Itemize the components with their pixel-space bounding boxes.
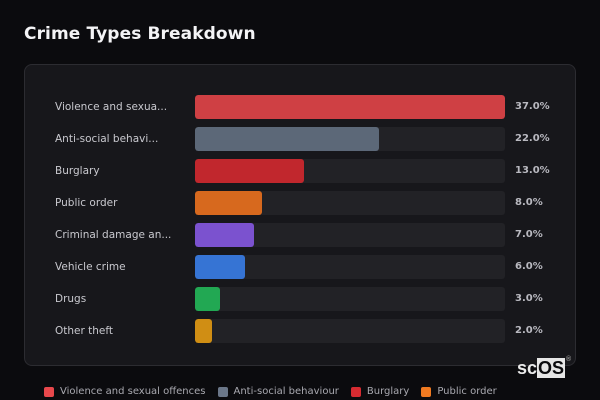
chart-legend: Violence and sexual offences Anti-social … [44,386,497,397]
legend-swatch-icon [217,386,228,397]
bar-label: Other theft [55,325,114,337]
bar-value: 37.0% [515,101,550,112]
bar-fill[interactable] [195,127,379,151]
bar-track [195,223,505,247]
legend-label: Violence and sexual offences [60,386,206,397]
legend-swatch-icon [421,386,432,397]
bar-value: 22.0% [515,133,550,144]
bar-row: Public order 8.0% [25,191,575,215]
bar-row: Other theft 2.0% [25,319,575,343]
chart-title: Crime Types Breakdown [24,24,256,44]
bar-label: Vehicle crime [55,261,126,273]
bar-value: 7.0% [515,229,543,240]
legend-swatch-icon [44,386,54,397]
chart-panel: Violence and sexua... 37.0% Anti-social be… [24,64,576,366]
bar-fill[interactable] [195,159,304,183]
bar-label: Violence and sexua... [55,101,168,113]
bar-fill[interactable] [195,191,262,215]
legend-label: Public order [437,386,497,397]
bar-track [195,127,505,151]
bar-label: Burglary [55,165,100,177]
bar-value: 13.0% [515,165,550,176]
bar-label: Public order [55,197,118,209]
bar-row: Criminal damage an... 7.0% [25,223,575,247]
bar-row: Anti-social behavi... 22.0% [25,127,575,151]
bar-track [195,287,505,311]
bar-label: Drugs [55,293,87,305]
legend-item[interactable]: Burglary [350,386,410,397]
legend-label: Anti-social behaviour [233,386,339,397]
scos-logo: sc OS ® [517,356,572,378]
bar-label: Criminal damage an... [55,229,172,241]
legend-item[interactable]: Anti-social behaviour [217,386,339,397]
legend-item[interactable]: Public order [421,386,497,397]
bar-row: Burglary 13.0% [25,159,575,183]
bar-fill[interactable] [195,287,220,311]
bar-track [195,191,505,215]
bar-fill[interactable] [195,223,254,247]
bar-fill[interactable] [195,255,245,279]
legend-label: Burglary [366,386,410,397]
bar-row: Drugs 3.0% [25,287,575,311]
bar-row: Violence and sexua... 37.0% [25,95,575,119]
bar-row: Vehicle crime 6.0% [25,255,575,279]
bar-track [195,95,505,119]
legend-swatch-icon [350,386,361,397]
bar-value: 2.0% [515,325,543,336]
bar-fill[interactable] [195,319,212,343]
legend-item[interactable]: Violence and sexual offences [44,386,206,397]
logo-sc: sc [517,358,538,378]
registered-mark-icon: ® [566,356,572,363]
bar-fill[interactable] [195,95,505,119]
bar-track [195,319,505,343]
logo-os: OS [537,358,566,378]
bar-track [195,255,505,279]
bar-value: 8.0% [515,197,543,208]
bar-track [195,159,505,183]
bar-label: Anti-social behavi... [55,133,159,145]
bar-value: 3.0% [515,293,543,304]
bar-value: 6.0% [515,261,543,272]
